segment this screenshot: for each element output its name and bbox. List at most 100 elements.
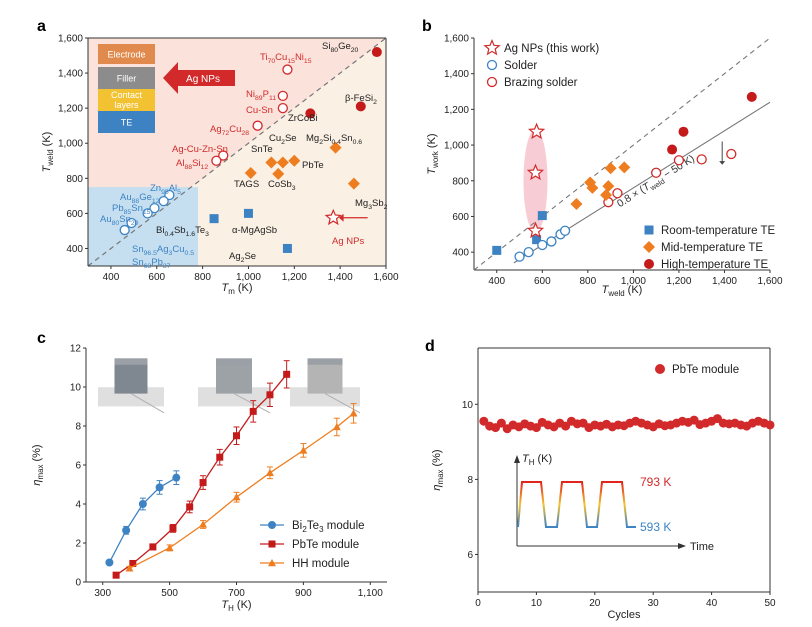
panel-a-point xyxy=(243,208,253,218)
panel-b-legend-label-part: Brazing solder xyxy=(504,77,578,89)
panel-d-x-tick-label: 10 xyxy=(531,598,543,609)
panel-a-xlabel-part: (K) xyxy=(235,282,253,294)
panel-d-y-tick-label-part: 10 xyxy=(462,400,474,411)
panel-b-legend-label: Room-temperature TE xyxy=(661,225,776,237)
panel-a-point xyxy=(252,120,263,131)
panel-a-x-tick-label-part: 1,400 xyxy=(328,272,353,283)
label-ticuni-part: Ni xyxy=(295,52,304,63)
inset-x-arrowhead xyxy=(678,543,686,549)
panel-b-point xyxy=(546,236,557,247)
panel-b-point xyxy=(618,161,631,174)
inset-low-temp-part: 593 K xyxy=(640,520,671,534)
inset-xlabel-part: Time xyxy=(690,541,714,553)
panel-b-xlabel: Tweld (K) xyxy=(602,284,643,298)
panel-b-legend-label-part: Mid-temperature TE xyxy=(661,242,763,254)
panel-c-point xyxy=(232,493,241,501)
panel-d-legend-marker xyxy=(655,364,665,374)
panel-a-y-tick-label: 600 xyxy=(66,209,83,220)
label-alsi-part: 88 xyxy=(184,164,192,171)
panel-c-point xyxy=(216,453,224,461)
panel-a-point xyxy=(277,90,288,102)
panel-b-point xyxy=(673,155,685,166)
panel-c-point xyxy=(265,468,274,476)
label-mg3sb2-part: 2 xyxy=(384,204,388,211)
panel-a-point xyxy=(119,224,130,236)
label-agcu: Ag72Cu28 xyxy=(210,124,249,137)
label-mg3sb2-part: 3 xyxy=(368,204,372,211)
panel-a-point xyxy=(244,167,257,180)
panel-c-x-tick-label: 1,100 xyxy=(358,588,383,599)
label-auge: Au88Ge12 xyxy=(120,192,160,205)
panel-letter-b: b xyxy=(422,18,432,35)
label-agcuznsn-part: Ag-Cu-Zn-Sn xyxy=(172,144,228,155)
panel-b-y-tick-label-part: 400 xyxy=(452,248,469,259)
panel-c-legend-label-part: PbTe module xyxy=(292,539,359,551)
inset-contact-line1: Contact xyxy=(111,90,143,100)
panel-c-x-tick-label-part: 700 xyxy=(228,588,245,599)
panel-d-y-tick-label-part: 8 xyxy=(467,475,473,486)
panel-c-legend-marker xyxy=(268,540,276,548)
bi2te3-module-photo-wire xyxy=(130,393,165,414)
panel-c-point xyxy=(105,558,114,567)
panel-c-ylabel-part: η xyxy=(31,480,43,486)
panel-b-x-tick-label: 1,000 xyxy=(621,276,646,287)
pbte-module-photo-top xyxy=(216,358,252,365)
panel-a-y-tick-label-part: 1,200 xyxy=(58,104,83,115)
panel-b-point xyxy=(526,163,545,181)
panel-a-xlabel-part: T xyxy=(221,282,229,294)
label-mg3sb2: Mg3Sb2 xyxy=(355,198,388,211)
label-bisbte-part: 3 xyxy=(205,231,209,238)
panel-a-x-tick-label-part: 800 xyxy=(194,272,211,283)
panel-c-legend-label: HH module xyxy=(292,558,350,570)
panel-b-point xyxy=(612,188,623,199)
panel-a-point xyxy=(276,156,289,169)
label-pbsn-part: Sn xyxy=(131,203,143,214)
label-cosb3-part: 3 xyxy=(292,185,296,192)
panel-a-y-tick-label: 1,000 xyxy=(58,139,83,150)
label-auge-part: Ge xyxy=(139,192,152,203)
panel-b-fit-label: 0.8 × (Tweld − 50 K) xyxy=(615,153,698,212)
panel-a-point xyxy=(347,177,360,190)
inset-layer-electrode-label: Electrode xyxy=(107,50,145,60)
panel-a-y-tick-label: 1,600 xyxy=(58,34,83,45)
label-mg2sisn: Mg2Si0.4Sn0.6 xyxy=(306,133,362,146)
panel-b-y-tick-label: 800 xyxy=(452,176,469,187)
label-ticuni-part: Ti xyxy=(260,52,268,63)
label-fesi2: β-FeSi2 xyxy=(345,93,377,106)
panel-b-point xyxy=(527,122,546,140)
panel-b-legend-label: Ag NPs (this work) xyxy=(504,43,599,55)
label-agcu-part: Cu xyxy=(229,124,241,135)
panel-d-x-tick-label: 20 xyxy=(589,598,601,609)
panel-a-y-tick-label-part: 1,600 xyxy=(58,34,83,45)
panel-d-y-tick-label-part: 6 xyxy=(467,550,473,561)
inset-layer-filler-label: Filler xyxy=(117,74,137,84)
panel-c-point xyxy=(112,571,120,579)
inset-layer-te-label-part: TE xyxy=(121,118,133,128)
label-bisbte-part: Sb xyxy=(174,225,186,236)
panel-a-point xyxy=(149,202,160,214)
panel-b-x-tick-label-part: 400 xyxy=(488,276,505,287)
label-snpb-part: 37 xyxy=(163,263,171,270)
label-nip-part: Ni xyxy=(246,89,255,100)
panel-b-point xyxy=(537,239,548,251)
label-mg3sb2-part: Mg xyxy=(355,198,368,209)
panel-c-legend-label-part: HH module xyxy=(292,558,350,570)
inset-layer-electrode xyxy=(98,44,155,64)
panel-d-ylabel: ηmax (%) xyxy=(431,449,445,490)
pbte-module-photo xyxy=(198,358,271,414)
label-zrcobi: ZrCoBi xyxy=(288,113,318,124)
label-si80ge20-part: 20 xyxy=(351,47,359,54)
panel-d-point xyxy=(765,420,775,430)
panel-b-point xyxy=(492,245,502,255)
label-si80ge20-part: Ge xyxy=(338,41,351,52)
panel-b-point xyxy=(532,235,542,245)
panel-b-x-tick-label: 600 xyxy=(534,276,551,287)
label-agcu-part: 28 xyxy=(241,130,249,137)
panel-a-x-tick-label: 1,400 xyxy=(328,272,353,283)
panel-d-ylabel-part: max xyxy=(436,470,445,485)
panel-d-legend-label: PbTe module xyxy=(672,364,739,376)
label-mgagsb-part: α-MgAgSb xyxy=(232,225,277,236)
panel-a-xlabel: Tm (K) xyxy=(221,282,252,296)
panel-c-point xyxy=(332,422,341,431)
label-mg3sb2-part: Sb xyxy=(372,198,384,209)
